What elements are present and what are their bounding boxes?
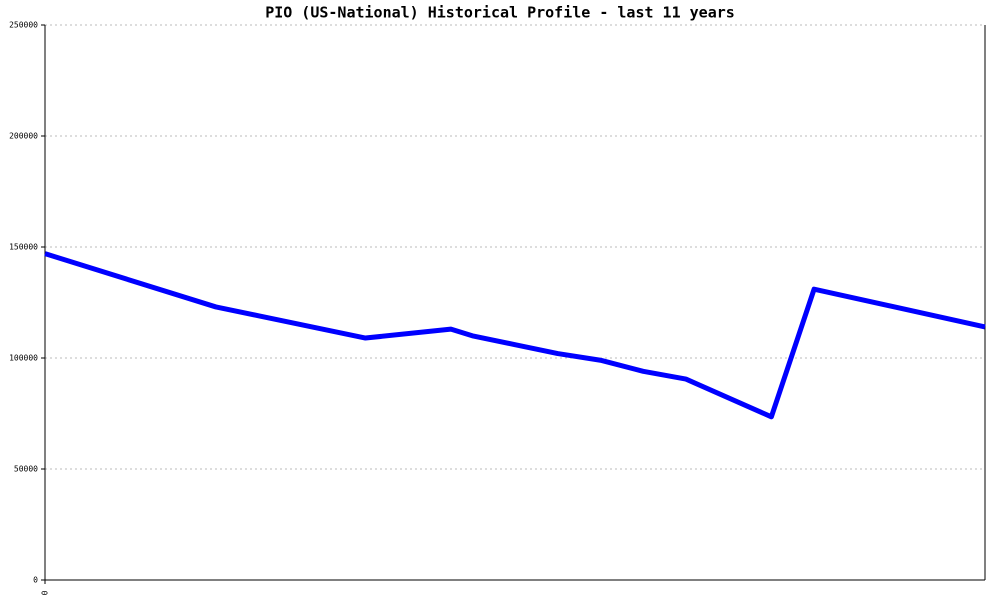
y-tick-label: 50000 [14, 465, 38, 474]
x-tick-label: 0 [41, 590, 50, 595]
y-tick-label: 150000 [9, 243, 38, 252]
y-tick-label: 0 [33, 576, 38, 585]
chart-title: PIO (US-National) Historical Profile - l… [265, 4, 735, 22]
y-tick-label: 100000 [9, 354, 38, 363]
y-tick-label: 250000 [9, 21, 38, 30]
data-line [44, 251, 986, 420]
y-tick-label: 200000 [9, 132, 38, 141]
